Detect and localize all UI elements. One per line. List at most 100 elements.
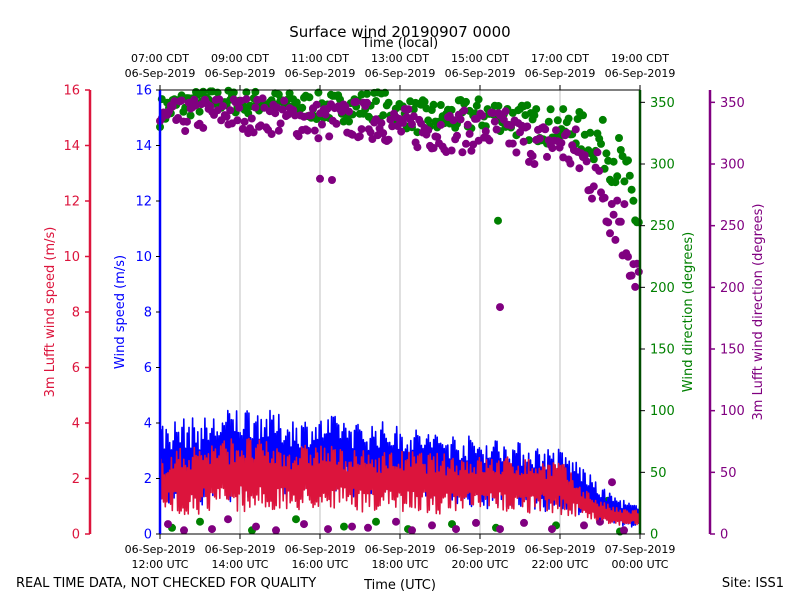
lufft-direction-tick-label: 100 xyxy=(720,404,745,419)
direction-point xyxy=(462,139,470,148)
lufft-direction-tick-label: 250 xyxy=(720,219,745,234)
utc-time-axis: 06-Sep-2019 12:00 UTC 06-Sep-2019 14:00 UTC… xyxy=(125,534,675,571)
series-lufft_dir xyxy=(156,94,643,535)
direction-point xyxy=(352,97,361,106)
direction-point xyxy=(472,101,481,110)
utc-tick-date: 06-Sep-2019 xyxy=(125,543,196,556)
direction-point xyxy=(292,515,300,524)
utc-tick-time: 16:00 UTC xyxy=(291,558,348,571)
wind-speed-tick-label: 12 xyxy=(135,195,152,210)
lufft-speed-axis: 0 2 4 6 8 10 12 14 16 xyxy=(63,84,92,543)
lufft-speed-tick-label: 2 xyxy=(72,472,80,487)
direction-point xyxy=(252,522,260,531)
direction-point xyxy=(453,131,461,140)
wind-direction-tick-label: 0 xyxy=(650,528,658,543)
utc-tick-date: 06-Sep-2019 xyxy=(285,543,356,556)
direction-point xyxy=(604,218,613,227)
utc-tick-date: 06-Sep-2019 xyxy=(365,543,436,556)
direction-point xyxy=(589,155,598,164)
lufft-direction-tick-label: 150 xyxy=(720,343,745,358)
x-axis-label: Time (UTC) xyxy=(363,578,436,593)
local-tick-time: 15:00 CDT xyxy=(451,52,509,65)
lufft-speed-tick-label: 16 xyxy=(63,84,80,99)
direction-point xyxy=(219,102,227,111)
wind-direction-tick-label: 100 xyxy=(650,404,675,419)
direction-point xyxy=(183,117,191,126)
direction-point xyxy=(579,111,587,120)
direction-point xyxy=(413,143,422,152)
direction-point xyxy=(613,196,622,205)
direction-point xyxy=(408,120,416,129)
direction-point xyxy=(629,196,638,205)
direction-point xyxy=(460,106,469,115)
direction-point xyxy=(541,125,550,134)
direction-point xyxy=(588,194,596,203)
wind-speed-tick-label: 4 xyxy=(144,417,152,432)
direction-point xyxy=(494,102,503,110)
lufft-direction-tick-label: 300 xyxy=(720,158,745,173)
direction-point xyxy=(195,107,204,116)
direction-point xyxy=(215,95,224,104)
direction-point xyxy=(177,96,186,105)
direction-point xyxy=(318,120,326,129)
direction-point xyxy=(615,134,623,142)
direction-point xyxy=(199,123,208,132)
direction-point xyxy=(593,148,602,157)
direction-point xyxy=(465,129,474,138)
lufft-speed-tick-label: 8 xyxy=(72,306,80,321)
direction-point xyxy=(478,111,487,120)
wind-speed-tick-label: 16 xyxy=(135,84,152,99)
direction-point xyxy=(379,129,388,138)
direction-point xyxy=(274,126,283,135)
local-tick-date: 06-Sep-2019 xyxy=(205,67,276,80)
direction-point xyxy=(447,146,456,155)
direction-point xyxy=(611,235,620,244)
direction-point xyxy=(272,526,280,535)
wind-speed-tick-label: 14 xyxy=(135,139,152,154)
direction-point xyxy=(608,478,616,487)
direction-point xyxy=(222,112,231,121)
wind-direction-tick-label: 350 xyxy=(650,96,675,111)
direction-point xyxy=(528,152,537,160)
direction-point xyxy=(436,120,445,129)
direction-point xyxy=(566,159,575,168)
direction-point xyxy=(571,125,580,134)
lufft-speed-tick-label: 6 xyxy=(72,361,80,376)
direction-point xyxy=(381,88,389,97)
utc-tick-time: 14:00 UTC xyxy=(211,558,268,571)
direction-point xyxy=(530,160,539,168)
direction-point xyxy=(543,152,551,161)
direction-point xyxy=(580,151,589,160)
direction-point xyxy=(186,111,195,120)
direction-point xyxy=(242,88,251,97)
direction-point xyxy=(519,137,528,146)
direction-point xyxy=(226,106,235,115)
wind-direction-tick-label: 200 xyxy=(650,281,675,296)
lufft-direction-axis-label: 3m Lufft wind direction (degrees) xyxy=(751,204,766,421)
direction-point xyxy=(552,126,560,135)
lufft-speed-tick-label: 0 xyxy=(72,528,80,543)
direction-point xyxy=(490,117,499,126)
series-lufft_speed xyxy=(159,437,641,526)
direction-point xyxy=(310,126,319,135)
direction-point xyxy=(436,101,445,109)
lufft-speed-tick-label: 10 xyxy=(63,250,80,265)
direction-point xyxy=(481,127,490,136)
lufft-speed-tick-label: 12 xyxy=(63,195,80,210)
direction-point xyxy=(597,139,605,148)
direction-point xyxy=(340,522,348,531)
direction-point xyxy=(595,166,604,175)
direction-point xyxy=(224,515,232,524)
direction-point xyxy=(379,111,388,120)
direction-point xyxy=(452,525,460,534)
lufft-speed-tick-label: 14 xyxy=(63,139,80,154)
local-tick-time: 09:00 CDT xyxy=(211,52,269,65)
direction-point xyxy=(620,177,629,186)
direction-point xyxy=(294,132,303,141)
direction-point xyxy=(600,193,609,202)
direction-point xyxy=(180,526,188,535)
direction-point xyxy=(544,117,553,126)
direction-point xyxy=(616,217,625,226)
direction-point xyxy=(496,525,504,534)
direction-point xyxy=(530,111,539,120)
